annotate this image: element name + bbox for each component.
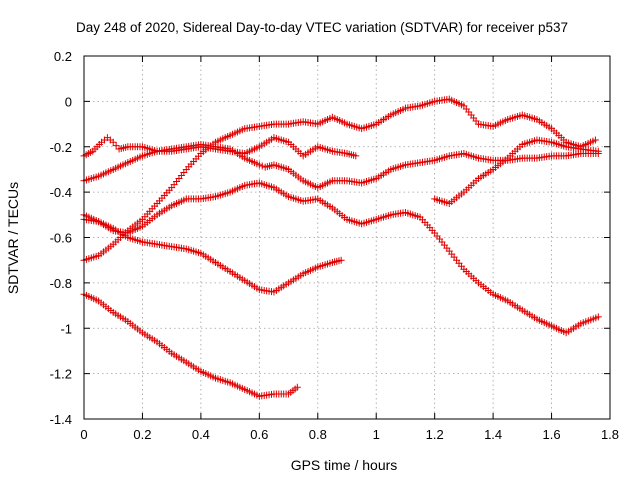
axis-ticks: 0 0.2 0.4 0.6 0.8 1 1.2 1.4 1.6 1.8 -1.4 -1.2 -1 -0.8… <box>50 49 619 442</box>
y-tick-label: -0.8 <box>50 276 72 291</box>
x-tick-label: 0 <box>80 427 87 442</box>
x-tick-label: 0.8 <box>309 427 327 442</box>
y-tick-label: -1.2 <box>50 367 72 382</box>
data-point-marker <box>255 161 263 169</box>
x-tick-label: 1.6 <box>543 427 561 442</box>
y-tick-label: -1 <box>60 321 72 336</box>
data-point-marker <box>258 162 266 170</box>
x-tick-label: 1.4 <box>484 427 502 442</box>
y-tick-label: -0.4 <box>50 185 72 200</box>
series-track-5 <box>80 215 345 296</box>
x-tick-label: 1.8 <box>601 427 619 442</box>
data-point-marker <box>591 136 599 144</box>
plot-frame <box>83 55 611 420</box>
x-axis-label: GPS time / hours <box>291 457 398 473</box>
data-point-marker <box>337 256 345 264</box>
x-tick-label: 0.2 <box>133 427 151 442</box>
data-point-marker <box>109 138 117 146</box>
x-tick-label: 0.4 <box>192 427 210 442</box>
y-tick-label: 0 <box>65 94 72 109</box>
y-tick-label: -1.4 <box>50 412 72 427</box>
y-tick-label: 0.2 <box>54 49 72 64</box>
data-markers <box>80 95 602 400</box>
y-tick-label: -0.2 <box>50 140 72 155</box>
x-tick-label: 1.2 <box>426 427 444 442</box>
data-point-marker <box>594 313 602 321</box>
data-point-marker <box>352 152 360 160</box>
y-axis-label: SDTVAR / TECUs <box>5 182 21 294</box>
series-track-7 <box>431 136 602 207</box>
x-tick-label: 1 <box>373 427 380 442</box>
series-track-2 <box>80 140 602 192</box>
grid-lines <box>84 56 610 419</box>
y-tick-label: -0.6 <box>50 231 72 246</box>
data-point-marker <box>594 147 602 155</box>
chart-title: Day 248 of 2020, Sidereal Day-to-day VTE… <box>76 20 568 35</box>
data-point-marker <box>293 383 301 391</box>
x-tick-label: 0.6 <box>250 427 268 442</box>
series-track-6 <box>80 290 301 400</box>
data-point-marker <box>112 142 120 150</box>
